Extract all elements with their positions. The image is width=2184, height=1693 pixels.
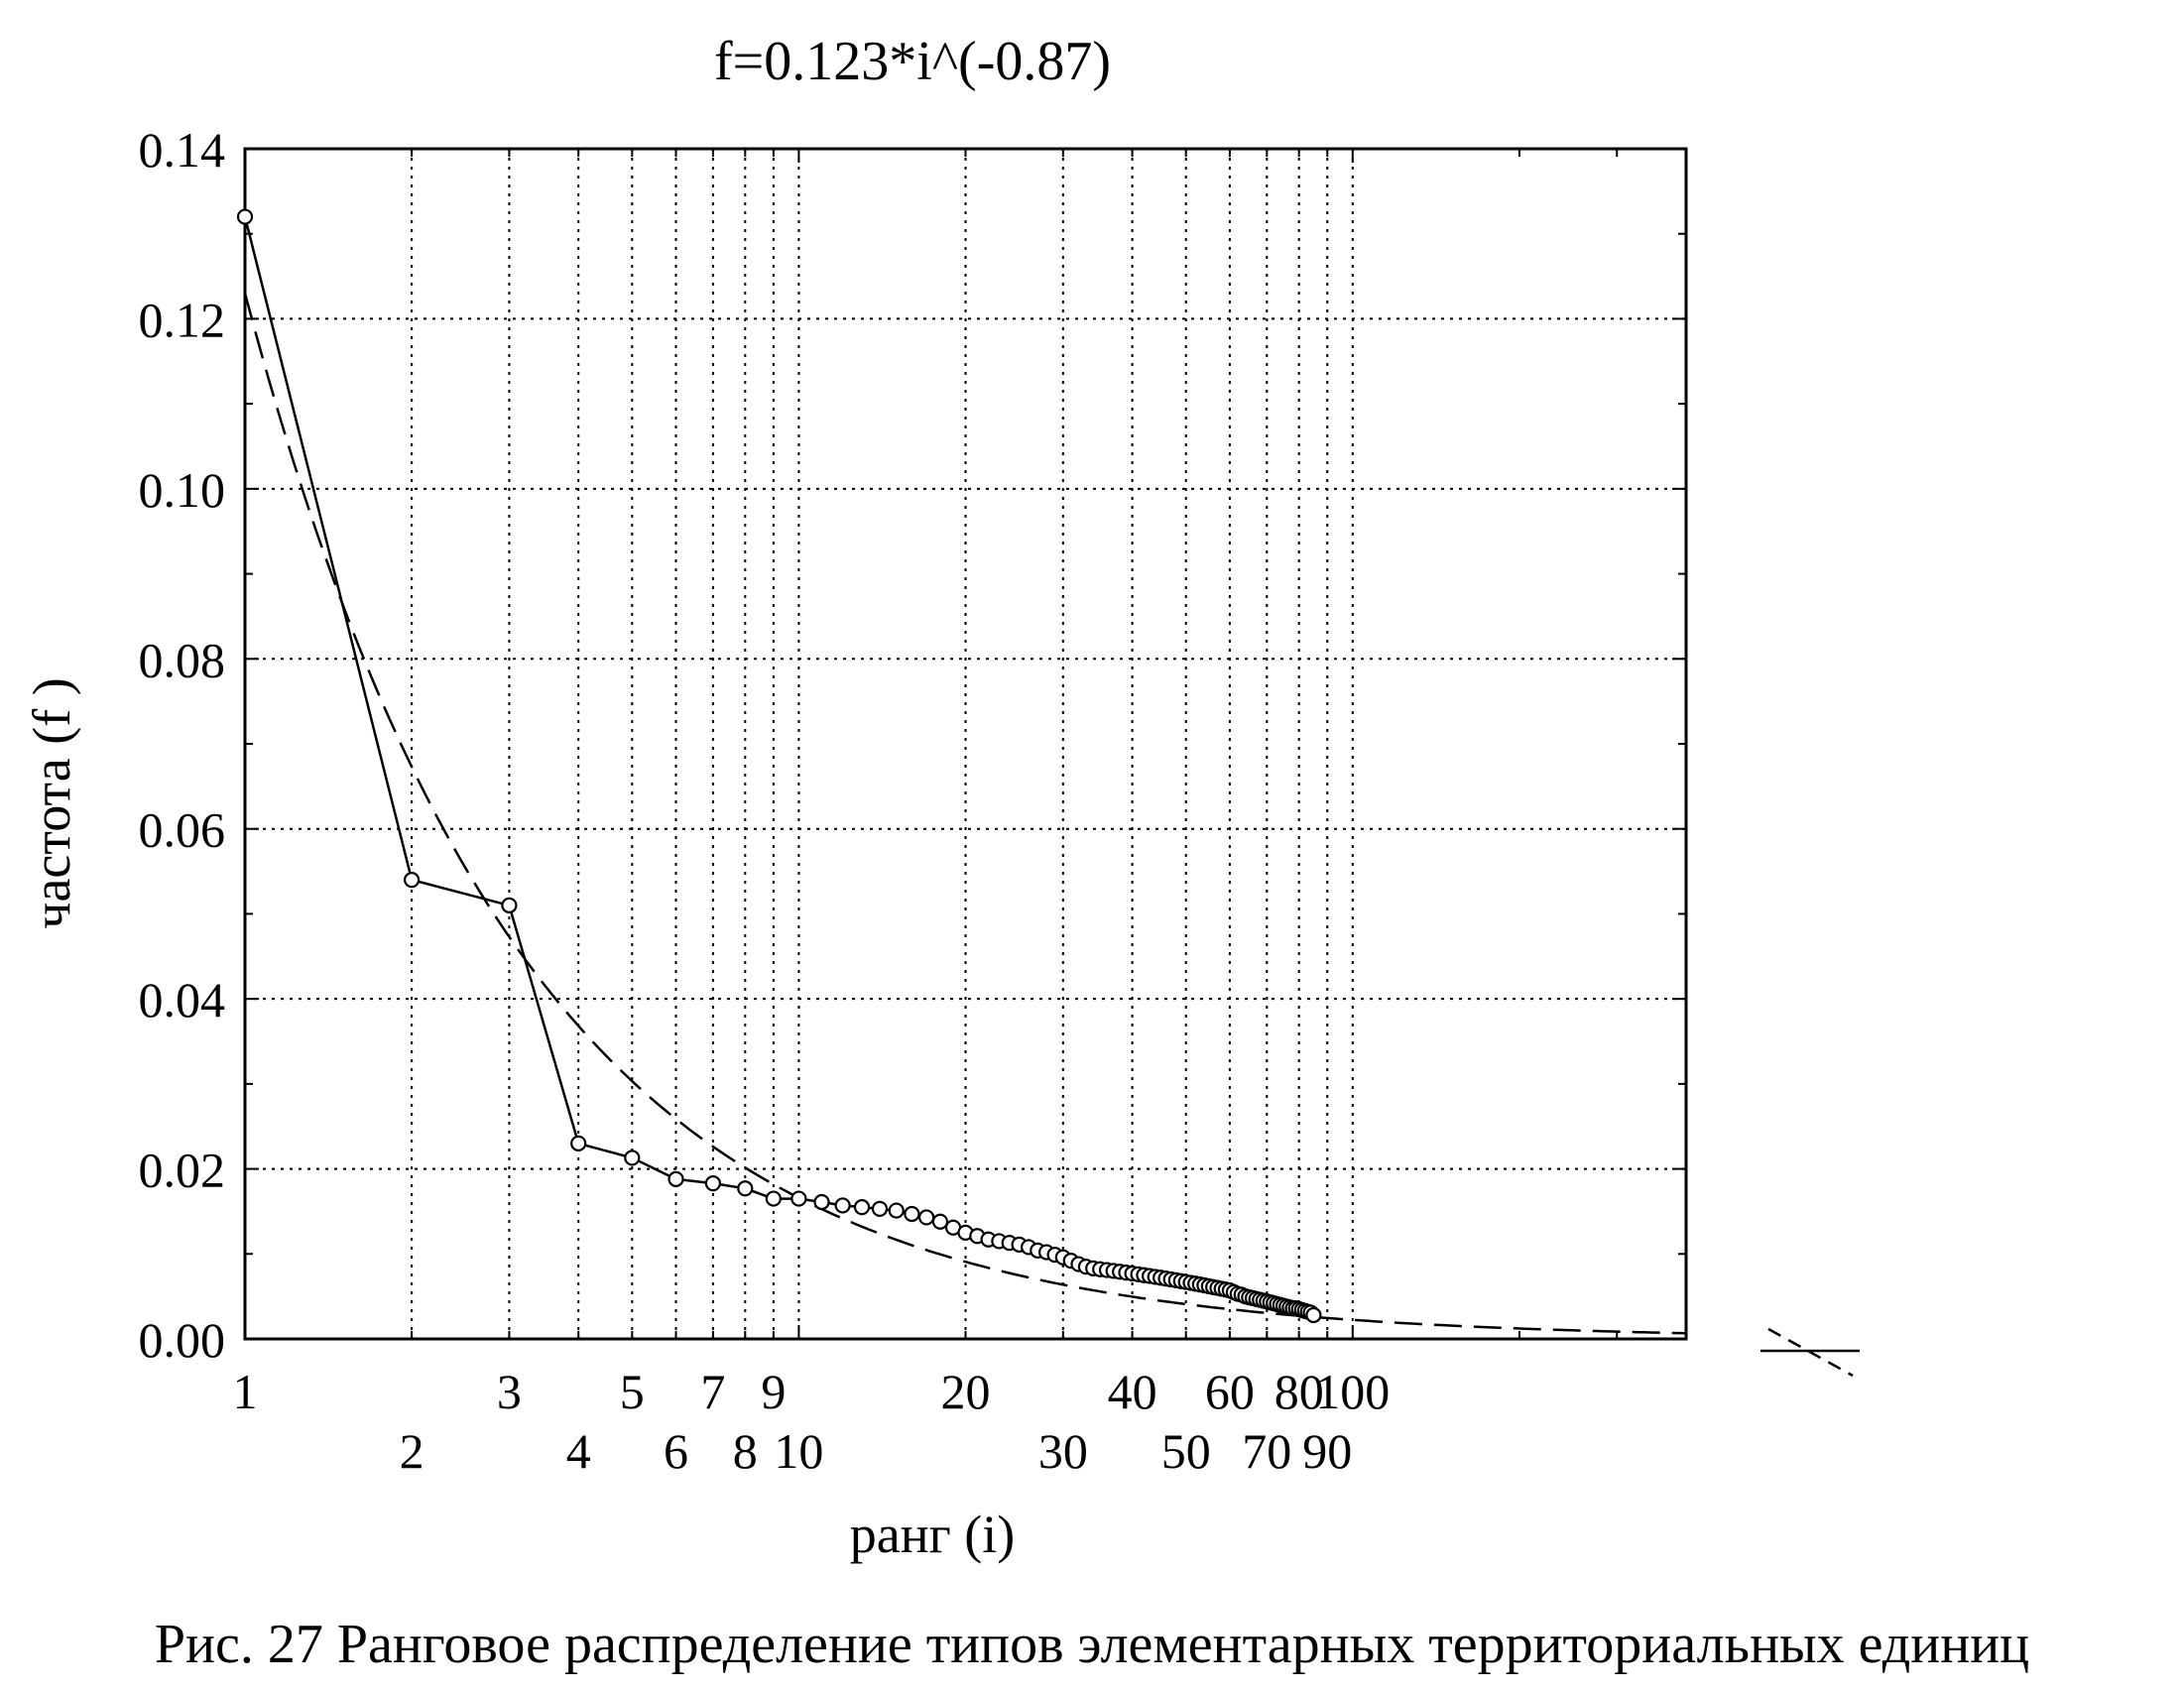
y-tick-label: 0.14 <box>139 122 226 178</box>
grid <box>245 149 1686 1339</box>
data-point <box>931 1213 949 1230</box>
x-tick-label: 9 <box>761 1364 786 1419</box>
x-tick-label: 90 <box>1302 1423 1352 1479</box>
y-tick-label: 0.10 <box>139 462 226 518</box>
data-point <box>834 1197 851 1214</box>
x-tick-label: 40 <box>1108 1364 1157 1419</box>
y-tick-label: 0.12 <box>139 292 226 347</box>
y-tick-label: 0.06 <box>139 802 226 858</box>
y-tick-label: 0.00 <box>139 1312 226 1368</box>
data-point <box>790 1190 807 1207</box>
figure-caption: Рис. 27 Ранговое распределение типов эле… <box>154 1614 2030 1675</box>
data-point <box>765 1190 782 1207</box>
x-tick-label: 2 <box>400 1423 425 1479</box>
data-point <box>501 897 518 913</box>
data-point <box>871 1200 889 1217</box>
x-tick-label: 50 <box>1161 1423 1211 1479</box>
data-series <box>236 208 1322 1324</box>
y-tick-label: 0.02 <box>139 1143 226 1198</box>
x-tick-label: 80 <box>1274 1364 1324 1419</box>
data-point <box>704 1175 722 1192</box>
y-tick-label: 0.08 <box>139 632 226 687</box>
data-point <box>570 1135 587 1151</box>
x-axis-label: ранг (i) <box>850 1505 1015 1564</box>
data-line <box>243 216 1315 1316</box>
x-tick-label: 30 <box>1038 1423 1088 1479</box>
data-point <box>853 1199 871 1216</box>
data-point <box>403 872 421 889</box>
x-tick-label: 20 <box>941 1364 991 1419</box>
axes: 0.00 0.02 0.04 0.06 0.08 0.10 0.12 0.14 1 3 5 7 9 20 4… <box>139 122 1688 1479</box>
data-point <box>236 208 254 225</box>
chart-title: f=0.123*i^(-0.87) <box>714 31 1111 92</box>
data-point <box>917 1209 935 1226</box>
y-axis-label: частота (f ) <box>22 677 81 928</box>
data-point <box>813 1193 830 1211</box>
x-tick-label: 3 <box>497 1364 522 1419</box>
x-tick-label: 10 <box>774 1423 823 1479</box>
y-tick-label: 0.04 <box>139 972 226 1028</box>
x-tick-label: 5 <box>620 1364 645 1419</box>
data-point <box>1305 1306 1322 1324</box>
x-tick-label: 100 <box>1315 1364 1390 1419</box>
legend <box>1760 1327 1860 1378</box>
data-point <box>667 1170 684 1187</box>
x-tick-label: 4 <box>566 1423 591 1479</box>
data-point <box>888 1202 905 1219</box>
legend-dashed-line <box>1767 1327 1854 1378</box>
data-point <box>624 1149 641 1166</box>
data-point <box>737 1180 754 1197</box>
x-tick-label: 8 <box>733 1423 758 1479</box>
x-tick-label: 60 <box>1205 1364 1255 1419</box>
data-point <box>904 1205 920 1223</box>
x-tick-label: 1 <box>233 1364 258 1419</box>
x-tick-label: 6 <box>664 1423 688 1479</box>
x-tick-label: 70 <box>1242 1423 1291 1479</box>
x-tick-label: 7 <box>700 1364 725 1419</box>
